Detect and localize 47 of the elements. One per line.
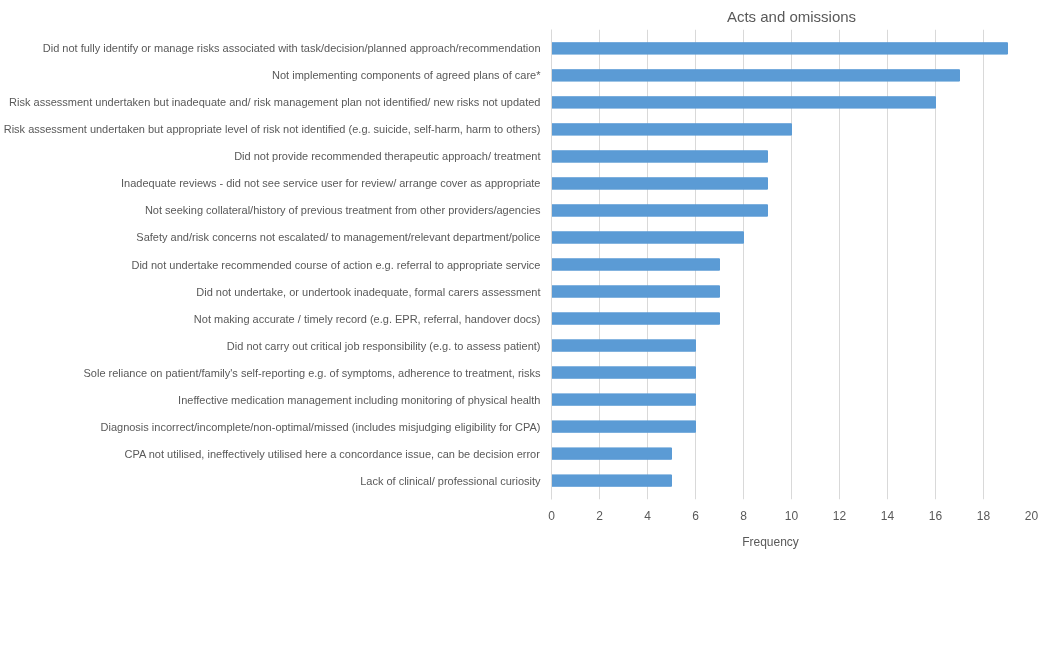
bar <box>551 96 936 109</box>
bar <box>551 420 696 433</box>
y-tick-label: Inadequate reviews - did not see service user for review/ arrange cover as appropriate <box>121 177 541 190</box>
bar <box>551 69 960 82</box>
y-tick-label: Safety and/risk concerns not escalated/ to management/relevant department/police <box>136 231 541 244</box>
x-tick-label: 10 <box>784 508 799 523</box>
chart-title: Acts and omissions <box>726 7 857 25</box>
y-tick-label: Not seeking collateral/history of previous treatment from other providers/agencies <box>144 204 541 217</box>
bar <box>551 366 696 379</box>
x-tick-label: 12 <box>832 508 847 523</box>
bar <box>551 447 672 460</box>
bar <box>551 123 792 136</box>
x-tick-label: 18 <box>976 508 991 523</box>
bar <box>551 258 720 271</box>
y-tick-label: Did not carry out critical job responsibility (e.g. to assess patient) <box>226 339 541 352</box>
x-tick-label: 8 <box>740 508 748 523</box>
x-tick-label: 16 <box>928 508 943 523</box>
x-tick-label: 14 <box>880 508 895 523</box>
x-tick-label: 4 <box>644 508 652 523</box>
y-tick-label: Not implementing components of agreed plans of care* <box>272 69 542 82</box>
y-tick-label: Risk assessment undertaken but appropriate level of risk not identified (e.g. suicide, self-harm, harm to others) <box>3 123 541 136</box>
x-tick-label: 2 <box>596 508 604 523</box>
x-tick-label: 6 <box>692 508 700 523</box>
y-tick-label: Did not fully identify or manage risks associated with task/decision/planned approach/recommendation <box>42 42 541 55</box>
y-tick-label: Did not undertake, or undertook inadequate, formal carers assessment <box>196 285 541 298</box>
bar <box>551 231 744 244</box>
y-tick-label: Lack of clinical/ professional curiosity <box>360 474 541 487</box>
bar <box>551 393 696 406</box>
y-tick-label: Diagnosis incorrect/incomplete/non-optimal/missed (includes misjudging eligibility for CPA) <box>100 420 541 433</box>
y-tick-label: Did not undertake recommended course of action e.g. referral to appropriate service <box>131 258 541 271</box>
y-tick-label: CPA not utilised, ineffectively utilised here a concordance issue, can be decision error <box>124 447 541 460</box>
bar <box>551 285 720 298</box>
y-tick-label: Risk assessment undertaken but inadequate and/ risk management plan not identified/ new risks not updated <box>9 96 541 109</box>
y-tick-label: Ineffective medication management including monitoring of physical health <box>178 393 541 406</box>
bar <box>551 177 768 190</box>
bar <box>551 339 696 352</box>
y-tick-label: Sole reliance on patient/family's self-reporting e.g. of symptoms, adherence to treatment, risks <box>83 366 541 379</box>
bar <box>551 312 720 325</box>
y-tick-label: Did not provide recommended therapeutic approach/ treatment <box>234 150 541 163</box>
x-tick-label: 0 <box>548 508 556 523</box>
x-tick-label: 20 <box>1024 508 1039 523</box>
bar <box>551 474 672 487</box>
bar <box>551 150 768 163</box>
bar <box>551 204 768 217</box>
text: Frequency <box>742 535 799 549</box>
bar <box>551 42 1008 55</box>
y-tick-label: Not making accurate / timely record (e.g. EPR, referral, handover docs) <box>193 312 541 325</box>
